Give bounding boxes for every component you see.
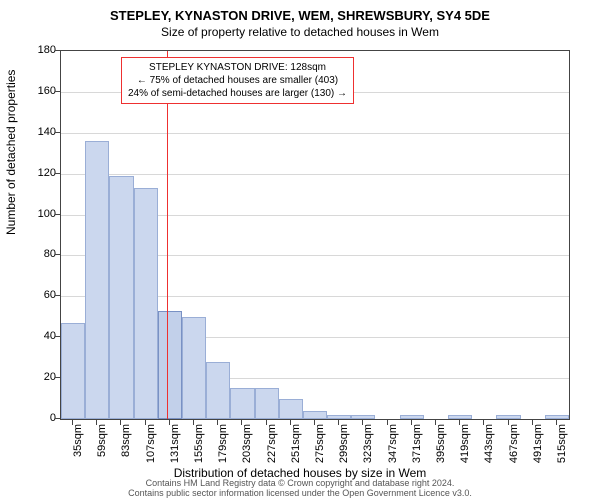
y-tick-mark <box>55 91 60 92</box>
y-tick-mark <box>55 254 60 255</box>
credit-line-1: Contains HM Land Registry data © Crown c… <box>146 478 455 488</box>
y-tick-label: 120 <box>30 167 56 179</box>
y-tick-label: 40 <box>30 330 56 342</box>
y-tick-mark <box>55 50 60 51</box>
y-tick-label: 60 <box>30 289 56 301</box>
histogram-bar <box>327 415 351 419</box>
callout-line-1: STEPLEY KYNASTON DRIVE: 128sqm <box>128 61 347 74</box>
callout-box: STEPLEY KYNASTON DRIVE: 128sqm← 75% of d… <box>121 57 354 104</box>
histogram-bar <box>61 323 85 419</box>
plot-area: STEPLEY KYNASTON DRIVE: 128sqm← 75% of d… <box>60 50 570 420</box>
histogram-bar <box>255 388 279 419</box>
chart-subtitle: Size of property relative to detached ho… <box>0 23 600 39</box>
y-tick-label: 20 <box>30 371 56 383</box>
y-tick-label: 80 <box>30 248 56 260</box>
histogram-bar <box>206 362 230 419</box>
y-tick-mark <box>55 132 60 133</box>
y-tick-mark <box>55 295 60 296</box>
callout-line-3: 24% of semi-detached houses are larger (… <box>128 87 347 100</box>
histogram-bar <box>230 388 254 419</box>
grid-line <box>61 174 569 175</box>
histogram-bar <box>545 415 569 419</box>
histogram-bar <box>351 415 375 419</box>
histogram-bar <box>400 415 424 419</box>
y-tick-label: 100 <box>30 208 56 220</box>
callout-line-2: ← 75% of detached houses are smaller (40… <box>128 74 347 87</box>
histogram-bar <box>134 188 158 419</box>
histogram-bar <box>85 141 109 419</box>
histogram-bar <box>303 411 327 419</box>
y-axis-label: Number of detached properties <box>4 70 18 235</box>
y-tick-mark <box>55 214 60 215</box>
chart-title: STEPLEY, KYNASTON DRIVE, WEM, SHREWSBURY… <box>0 0 600 23</box>
y-tick-label: 160 <box>30 85 56 97</box>
histogram-bar <box>448 415 472 419</box>
chart-container: STEPLEY, KYNASTON DRIVE, WEM, SHREWSBURY… <box>0 0 600 500</box>
y-tick-mark <box>55 418 60 419</box>
histogram-bar <box>182 317 206 419</box>
y-tick-mark <box>55 336 60 337</box>
histogram-bar <box>279 399 303 419</box>
histogram-bar <box>496 415 520 419</box>
y-tick-mark <box>55 377 60 378</box>
histogram-bar <box>109 176 133 419</box>
credit-text: Contains HM Land Registry data © Crown c… <box>0 478 600 498</box>
y-tick-label: 140 <box>30 126 56 138</box>
y-tick-label: 180 <box>30 44 56 56</box>
y-tick-mark <box>55 173 60 174</box>
histogram-bar <box>158 311 182 419</box>
marker-line <box>167 51 168 419</box>
credit-line-2: Contains public sector information licen… <box>128 488 472 498</box>
grid-line <box>61 133 569 134</box>
y-tick-label: 0 <box>30 412 56 424</box>
